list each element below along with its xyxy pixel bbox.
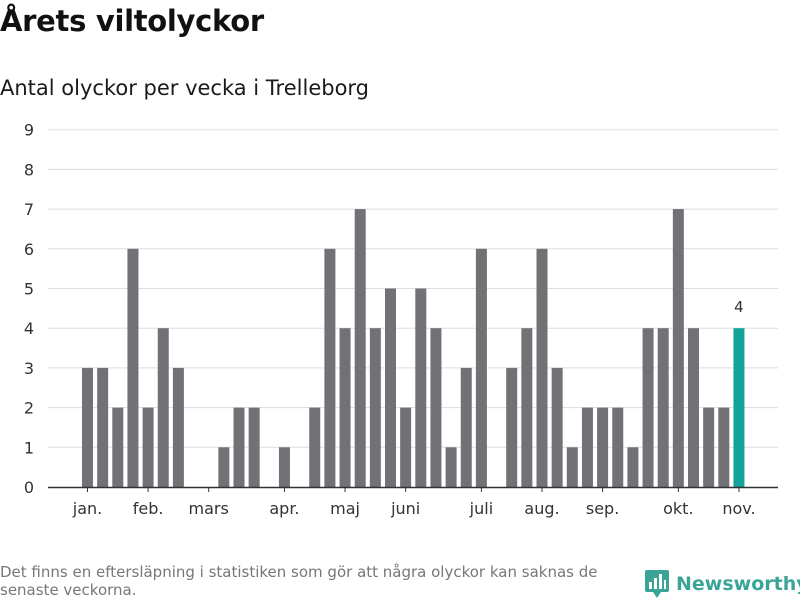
x-tick-label: jan. — [72, 499, 102, 518]
bar — [521, 328, 533, 487]
bar — [703, 407, 715, 487]
x-tick-label: sep. — [586, 499, 619, 518]
y-axis-labels: 0 1 2 3 4 5 6 7 8 9 — [24, 121, 34, 497]
bar — [369, 328, 381, 487]
bar — [82, 367, 93, 487]
bar — [642, 328, 654, 487]
bar — [309, 407, 321, 487]
data-label: 4 — [734, 298, 744, 316]
y-tick-label: 1 — [24, 438, 34, 457]
bar — [354, 209, 366, 487]
y-tick-label: 0 — [24, 478, 34, 497]
bar — [536, 248, 548, 487]
bar — [127, 248, 139, 487]
bar — [157, 328, 169, 487]
bar-chart-logo-icon — [645, 570, 669, 598]
bar — [566, 447, 578, 487]
bar-chart: 0 1 2 3 4 5 6 7 8 9 jan. feb. mars apr. maj juni juli au… — [24, 121, 778, 518]
bar — [415, 288, 427, 487]
x-tick-label: apr. — [269, 499, 299, 518]
y-tick-label: 9 — [24, 121, 34, 140]
bar — [551, 367, 563, 487]
bar — [460, 367, 472, 487]
bar-highlight — [733, 328, 745, 487]
bar — [688, 328, 699, 487]
bar — [718, 407, 730, 487]
y-tick-label: 2 — [24, 399, 34, 418]
bar — [581, 407, 593, 487]
bar — [233, 407, 245, 487]
brand-name: Newsworthy — [676, 573, 800, 595]
x-tick-label: okt. — [663, 499, 693, 518]
y-tick-label: 3 — [24, 359, 34, 378]
x-tick-label: maj — [330, 499, 360, 518]
x-tick-label: juli — [469, 499, 493, 518]
bar — [339, 328, 351, 487]
bar — [672, 209, 684, 487]
bar — [112, 407, 124, 487]
bar — [172, 367, 184, 487]
bar — [218, 447, 230, 487]
x-axis-labels: jan. feb. mars apr. maj juni juli aug. sep. okt. n… — [72, 499, 756, 518]
x-tick-label: nov. — [722, 499, 755, 518]
bar — [142, 407, 154, 487]
bar — [475, 248, 487, 487]
bar — [385, 288, 396, 487]
x-tick-label: juni — [390, 499, 420, 518]
y-tick-label: 7 — [24, 200, 34, 219]
bar — [612, 407, 624, 487]
chart-title: Årets viltolyckor — [0, 4, 264, 38]
x-tick-label: feb. — [133, 499, 164, 518]
bar — [430, 328, 442, 487]
grid-lines — [48, 129, 778, 448]
bar — [445, 447, 457, 487]
bar — [97, 367, 109, 487]
bar — [597, 407, 609, 487]
data-labels: 4 — [734, 298, 744, 316]
y-tick-label: 6 — [24, 240, 34, 259]
y-tick-label: 8 — [24, 160, 34, 179]
bar — [278, 447, 290, 487]
chart-subtitle: Antal olyckor per vecka i Trelleborg — [0, 76, 370, 100]
bar — [657, 328, 669, 487]
bar — [627, 447, 639, 487]
bar — [506, 367, 518, 487]
bar — [248, 407, 260, 487]
bars — [82, 209, 745, 487]
bar — [324, 248, 336, 487]
x-tick-label: mars — [189, 499, 229, 518]
x-tick-label: aug. — [524, 499, 559, 518]
y-tick-label: 5 — [24, 280, 34, 299]
bar — [400, 407, 412, 487]
y-tick-label: 4 — [24, 319, 34, 338]
footnote: Det finns en eftersläpning i statistiken… — [0, 563, 598, 599]
brand[interactable]: Newsworthy — [644, 568, 800, 600]
x-axis — [48, 486, 778, 492]
